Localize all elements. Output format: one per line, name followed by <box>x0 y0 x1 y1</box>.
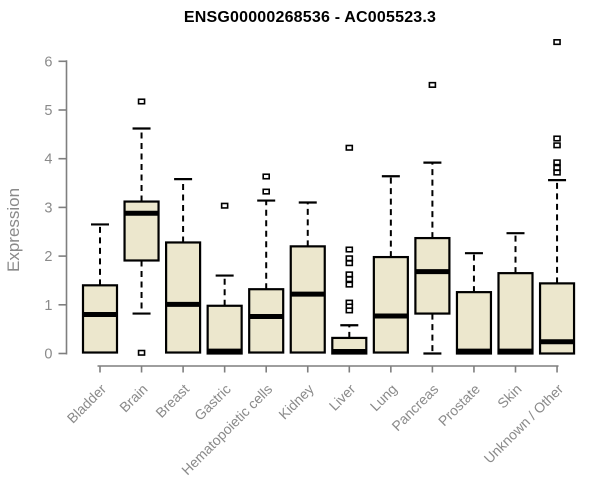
outlier-point <box>137 349 146 356</box>
x-category-label: Liver <box>326 381 359 414</box>
boxplot-liver <box>331 144 368 355</box>
boxplot-breast <box>165 178 202 354</box>
box <box>497 272 534 355</box>
y-tick-label: 3 <box>44 200 52 216</box>
x-category-label: Breast <box>152 381 192 421</box>
outlier-point <box>345 276 354 283</box>
boxplot-kidney <box>289 201 326 354</box>
y-tick-label: 5 <box>44 103 52 119</box>
x-category-label: Kidney <box>275 381 317 423</box>
outlier-point <box>345 144 354 151</box>
outlier-point <box>220 202 229 209</box>
outlier-point <box>345 271 354 278</box>
outlier-point <box>553 159 561 166</box>
boxplot-hematopoietic-cells <box>248 173 285 354</box>
x-category-label: Prostate <box>435 381 483 429</box>
y-tick-label: 2 <box>44 249 52 265</box>
chart-title: ENSG00000268536 - AC005523.3 <box>183 9 437 26</box>
outlier-point <box>553 39 561 46</box>
x-category-label: Lung <box>367 381 400 414</box>
boxplot-pancreas <box>414 81 451 355</box>
y-tick-label: 1 <box>44 298 52 314</box>
outlier-point <box>262 188 271 195</box>
box <box>455 291 493 355</box>
outlier-point <box>553 135 561 142</box>
outlier-point <box>345 307 354 314</box>
outlier-point <box>553 164 561 171</box>
box <box>206 304 243 355</box>
box <box>248 288 285 354</box>
boxplot-skin <box>497 232 534 355</box>
outlier-point <box>345 246 354 253</box>
outlier-point <box>137 98 146 105</box>
outlier-point <box>553 169 561 176</box>
outlier-point <box>262 173 271 180</box>
box <box>165 241 202 354</box>
box <box>414 236 451 315</box>
boxplot-unknown-other <box>538 39 576 355</box>
x-category-label: Unknown / Other <box>481 381 567 467</box>
x-category-label: Brain <box>116 381 150 415</box>
x-category-label: Skin <box>494 381 525 412</box>
outlier-point <box>553 142 561 149</box>
boxplot-brain <box>123 98 160 356</box>
boxplot-lung <box>372 175 409 354</box>
outlier-point <box>345 281 354 288</box>
outlier-point <box>345 260 354 267</box>
box <box>372 255 409 354</box>
box <box>289 245 326 354</box>
boxplot-prostate <box>455 252 493 355</box>
y-tick-label: 0 <box>44 347 52 363</box>
boxplot-bladder <box>81 223 119 354</box>
y-tick-label: 6 <box>44 54 52 70</box>
y-tick-label: 4 <box>44 152 52 168</box>
outlier-point <box>428 81 437 88</box>
box <box>81 284 119 354</box>
box <box>123 200 160 262</box>
x-category-label: Bladder <box>64 381 110 427</box>
outlier-point <box>345 255 354 262</box>
boxplot-gastric <box>206 202 243 355</box>
